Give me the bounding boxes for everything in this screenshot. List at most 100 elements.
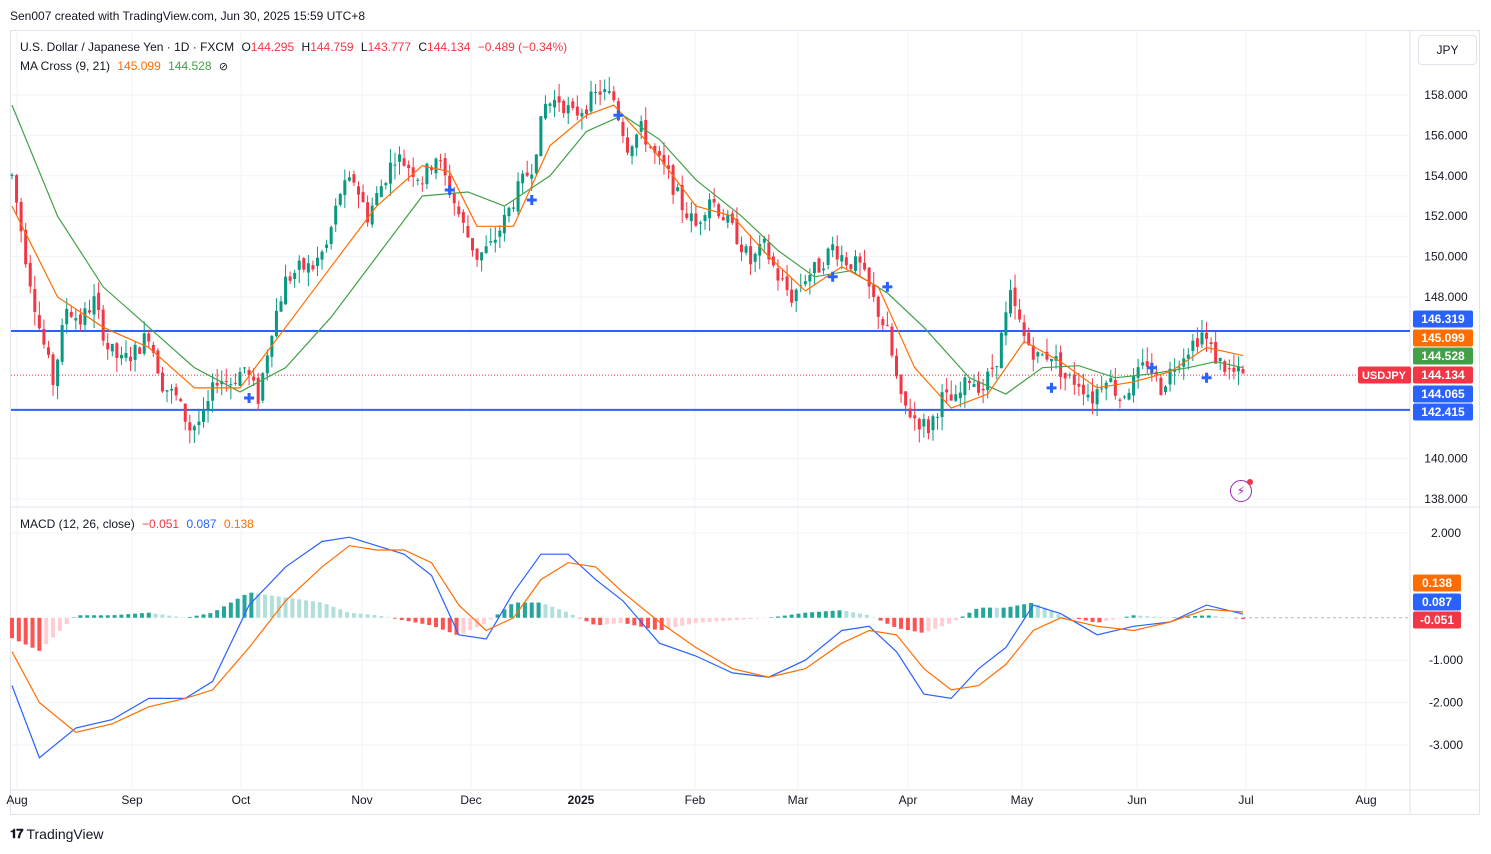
candle-down <box>1209 342 1213 345</box>
macd-histogram-bar <box>276 596 281 618</box>
time-tick-label: Dec <box>460 793 481 807</box>
lightning-icon[interactable]: ⚡ <box>1230 479 1253 502</box>
candle-down <box>844 257 848 266</box>
macd-histogram-bar <box>1076 617 1081 620</box>
macd-histogram-bar <box>51 617 56 638</box>
time-tick-label: Mar <box>788 793 809 807</box>
candle-down <box>215 382 219 386</box>
candle-down <box>1077 383 1081 387</box>
candle-down <box>1227 368 1231 370</box>
chart-frame <box>10 30 1480 815</box>
macd-histogram-bar <box>981 607 986 618</box>
macd-histogram-bar <box>625 617 630 624</box>
macd-histogram-bar <box>461 617 466 634</box>
candle-down <box>188 422 192 431</box>
candle-down <box>1145 361 1149 367</box>
candle-up <box>306 263 310 273</box>
candle-down <box>1018 309 1022 320</box>
candle-down <box>721 217 725 221</box>
resistance-price-badge: 146.319 <box>1421 312 1465 326</box>
macd-histogram-bar <box>693 617 698 623</box>
candle-down <box>160 372 164 392</box>
macd-histogram-bar <box>789 614 794 618</box>
candle-down <box>1159 377 1163 395</box>
macd-histogram-bar <box>598 617 603 626</box>
candle-down <box>790 289 794 303</box>
macd-signal-value: 0.138 <box>223 517 254 531</box>
candle-down <box>151 345 155 353</box>
candle-down <box>644 120 648 145</box>
ma-slow-value: 144.528 <box>168 59 212 73</box>
candle-up <box>393 164 397 166</box>
candle-up <box>639 121 643 132</box>
candle-down <box>256 377 260 404</box>
candle-up <box>1186 354 1190 359</box>
candle-up <box>539 116 543 157</box>
candle-up <box>434 158 438 174</box>
macd-signal-line <box>11 545 1244 733</box>
ticker-tag: USDJPY <box>1362 370 1407 382</box>
candle-down <box>443 158 447 176</box>
ma-cross-marker <box>1201 372 1212 383</box>
candle-down <box>361 192 365 203</box>
macd-histogram-bar <box>967 612 972 618</box>
macd-histogram-bar <box>269 595 274 618</box>
macd-histogram-bar <box>488 617 493 620</box>
ma-legend[interactable]: MA Cross (9, 21) 145.099 144.528 ⊘ <box>20 59 232 73</box>
candle-down <box>863 262 867 270</box>
candle-down <box>33 289 37 312</box>
candle-down <box>1205 332 1209 339</box>
candle-up <box>211 382 215 401</box>
macd-histogram-bar <box>454 617 459 635</box>
macd-histogram-bar <box>994 607 999 618</box>
candle-down <box>357 186 361 195</box>
macd-histogram-bar <box>235 598 240 618</box>
candle-up <box>995 366 999 368</box>
macd-histogram-bar <box>830 610 835 618</box>
macd-histogram-bar <box>146 612 151 618</box>
candle-down <box>366 202 370 223</box>
time-tick-label: May <box>1011 793 1034 807</box>
candle-down <box>881 319 885 326</box>
candle-down <box>224 381 228 383</box>
ma-cross-marker <box>444 184 455 195</box>
macd-histogram-bar <box>570 614 575 618</box>
candle-down <box>685 213 689 219</box>
candle-up <box>726 214 730 223</box>
candle-down <box>657 151 661 156</box>
candle-up <box>936 416 940 418</box>
candle-up <box>589 91 593 112</box>
candle-up <box>229 384 233 386</box>
candle-up <box>553 99 557 108</box>
candle-down <box>917 418 921 430</box>
candle-down <box>46 347 50 355</box>
macd-histogram-bar <box>215 610 220 618</box>
candle-up <box>507 207 511 217</box>
macd-histogram-bar <box>1227 617 1232 619</box>
time-tick-label: Oct <box>232 793 251 807</box>
candle-down <box>776 268 780 281</box>
macd-histogram-bar <box>1049 611 1054 618</box>
candle-up <box>822 268 826 271</box>
candle-up <box>635 134 639 148</box>
candle-down <box>904 391 908 406</box>
macd-legend[interactable]: MACD (12, 26, close) −0.051 0.087 0.138 <box>20 517 258 531</box>
macd-histogram-bar <box>228 602 233 618</box>
candle-up <box>92 296 96 315</box>
candle-up <box>498 230 502 237</box>
currency-button[interactable]: JPY <box>1418 35 1477 65</box>
chart-caption: Sen007 created with TradingView.com, Jun… <box>10 9 366 23</box>
time-tick-label: Sep <box>121 793 143 807</box>
hide-indicator-icon[interactable]: ⊘ <box>218 61 229 73</box>
notification-dot <box>1247 479 1253 485</box>
candle-down <box>621 121 625 137</box>
macd-histogram-bar <box>762 617 767 619</box>
candle-up <box>812 262 816 274</box>
macd-histogram-bar <box>44 617 49 645</box>
candle-down <box>15 175 19 203</box>
candle-down <box>1022 322 1026 336</box>
macd-histogram-bar <box>133 613 138 618</box>
candle-up <box>338 194 342 205</box>
candle-down <box>562 100 566 114</box>
